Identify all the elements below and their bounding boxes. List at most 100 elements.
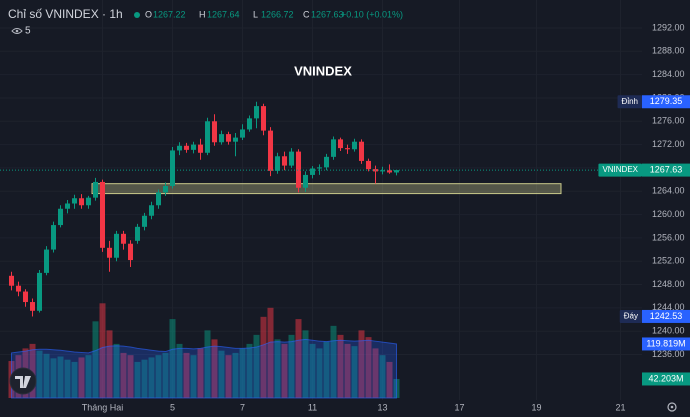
candle-body [296, 151, 301, 188]
volume-bar [113, 343, 120, 398]
candle-body [366, 160, 371, 170]
candle-body [324, 156, 329, 168]
volume-bar [274, 339, 281, 398]
x-tick-label: Tháng Hai [82, 402, 124, 412]
volume-bar [309, 343, 316, 398]
candle-body [233, 137, 238, 142]
x-tick-label: 17 [454, 402, 464, 412]
volume-bar [99, 303, 106, 398]
volume-bar [78, 357, 85, 398]
volume-bar [246, 343, 253, 398]
volume-bar [36, 350, 43, 398]
volume-bar [337, 334, 344, 398]
volume-bar [64, 359, 71, 398]
volume-bar [379, 355, 386, 398]
candle-body [142, 215, 147, 227]
volume-bar [92, 321, 99, 398]
volume-bar [386, 361, 393, 398]
candle-body [317, 167, 322, 169]
candle-body [114, 233, 119, 258]
price-label-bg [642, 163, 690, 177]
volume-bar [197, 348, 204, 398]
y-tick-label: 1252.00 [652, 256, 685, 266]
candle-body [72, 198, 77, 204]
candle-body [359, 141, 364, 161]
volume-bar [281, 343, 288, 398]
candle-body [191, 144, 196, 150]
candle-body [16, 285, 21, 292]
candle-body [163, 186, 168, 193]
settings-icon[interactable] [667, 402, 677, 412]
volume-bar [232, 352, 239, 398]
legend-value: 1267.63 [311, 9, 344, 19]
volume-bar [190, 355, 197, 398]
x-tick-label: 5 [170, 402, 175, 412]
candle-body [135, 226, 140, 241]
volume-bar [134, 361, 141, 398]
candle-body [331, 139, 336, 157]
candle-body [275, 156, 280, 171]
legend-value: 1267.64 [207, 9, 240, 19]
candle-body [9, 275, 14, 286]
price-label-value: 1279.35 [650, 96, 683, 106]
volume-bar [169, 319, 176, 398]
chart-header: Chỉ số VNINDEX · 1h [8, 7, 123, 21]
volume-bar [253, 334, 260, 398]
tv-logo[interactable] [9, 367, 37, 395]
y-tick-label: 1292.00 [652, 22, 685, 32]
legend-change: +0.10 (+0.01%) [341, 9, 403, 19]
price-label-value: 1242.53 [650, 311, 683, 321]
indicator-label[interactable]: 5 [25, 26, 31, 37]
chart-title: VNINDEX [294, 63, 352, 78]
y-tick-label: 1288.00 [652, 46, 685, 56]
candle-body [247, 118, 252, 130]
candle-body [394, 170, 399, 173]
volume-bar [85, 355, 92, 398]
candle-body [107, 247, 112, 258]
volume-bar [176, 343, 183, 398]
y-tick-label: 1272.00 [652, 139, 685, 149]
volume-bar [351, 346, 358, 398]
volume-bar [316, 348, 323, 398]
x-tick-label: 19 [531, 402, 541, 412]
volume-bar [162, 352, 169, 398]
price-pane [0, 101, 642, 317]
candle-body [58, 208, 63, 226]
candle-body [387, 170, 392, 173]
price-label-name: Đáy [624, 312, 638, 321]
candle-body [128, 243, 133, 261]
volume-bar [57, 356, 64, 398]
candle-body [149, 205, 154, 216]
y-tick-label: 1284.00 [652, 69, 685, 79]
candle-body [177, 145, 182, 151]
candle-body [51, 225, 56, 250]
price-label-name-bg [598, 163, 642, 177]
legend-key: C [303, 9, 310, 19]
candle-body [184, 145, 189, 150]
volume-label: 42.203M [648, 373, 683, 383]
candle-body [268, 130, 273, 171]
volume-bar [323, 341, 330, 398]
volume-bar [148, 357, 155, 398]
candle-body [198, 144, 203, 153]
candle-body [44, 249, 49, 273]
legend-value: 1267.22 [153, 9, 186, 19]
volume-bar [358, 330, 365, 398]
volume-bar [330, 325, 337, 398]
legend-key: O [145, 9, 152, 19]
eye-icon [11, 28, 23, 34]
volume-label: 119.819M [646, 338, 685, 348]
volume-bar [183, 352, 190, 398]
volume-bar [29, 343, 36, 398]
price-label-name: Đỉnh [622, 97, 638, 106]
candle-body [254, 106, 259, 119]
volume-label-bg [642, 372, 690, 386]
y-tick-label: 1264.00 [652, 186, 685, 196]
candle-body [37, 272, 42, 311]
y-tick-label: 1256.00 [652, 232, 685, 242]
volume-bar [71, 361, 78, 398]
y-tick-label: 1236.00 [652, 349, 685, 359]
candle-body [93, 181, 98, 198]
